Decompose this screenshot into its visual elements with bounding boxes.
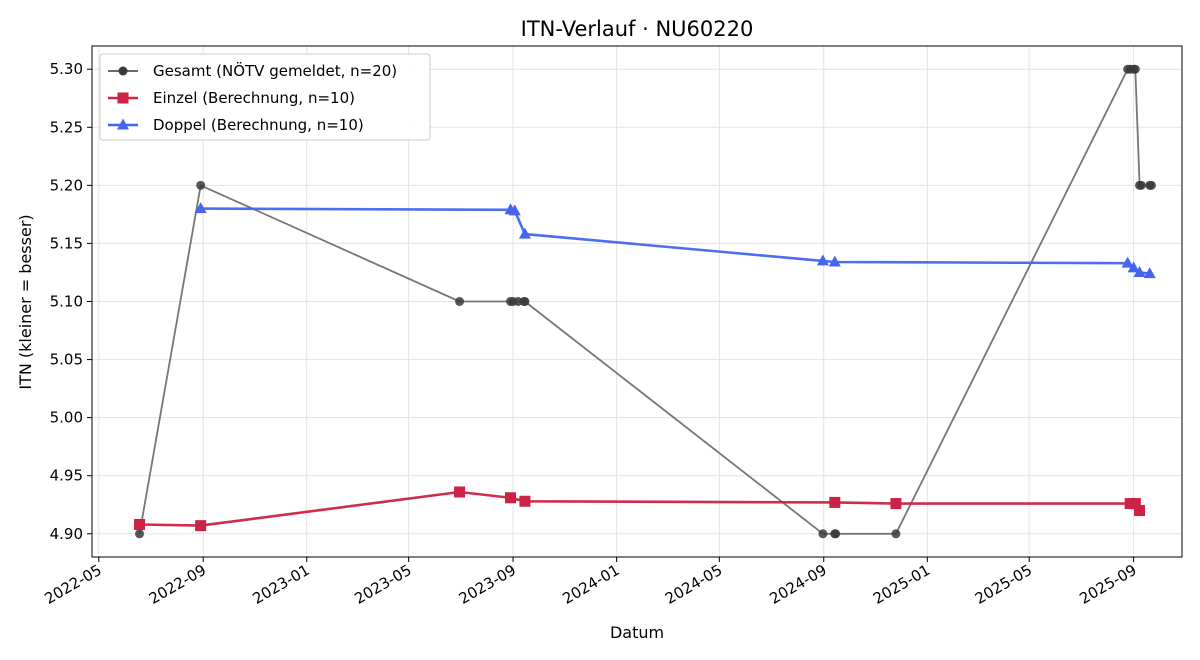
data-point: [891, 529, 901, 539]
legend-box: [99, 53, 431, 141]
data-point: [1121, 256, 1134, 268]
data-point: [829, 496, 841, 508]
series-square: [134, 486, 1146, 532]
x-tick-label: 2024-09: [766, 561, 829, 608]
x-axis-label: Datum: [610, 623, 664, 642]
y-tick-label: 5.25: [50, 118, 83, 136]
data-point: [1127, 261, 1140, 273]
x-tick-label: 2022-09: [146, 561, 209, 608]
data-point: [1130, 64, 1140, 74]
y-tick-label: 5.20: [50, 176, 83, 194]
data-point: [196, 180, 206, 190]
y-tick-label: 5.00: [50, 409, 83, 427]
chart-title: ITN-Verlauf · NU60220: [521, 17, 754, 41]
series-circle: [135, 64, 1156, 539]
series-triangle: [194, 202, 1156, 279]
legend-label: Gesamt (NÖTV gemeldet, n=20): [153, 61, 397, 80]
data-point: [455, 297, 465, 306]
x-tick-label: 2025-01: [870, 561, 933, 608]
x-tick-label: 2024-05: [662, 561, 725, 608]
series-layer: [134, 64, 1156, 539]
legend-marker: [118, 66, 128, 76]
data-point: [890, 498, 902, 510]
data-point: [816, 254, 829, 266]
legend-label: Doppel (Berechnung, n=10): [153, 116, 364, 134]
data-point: [1136, 180, 1146, 190]
data-point: [135, 529, 145, 539]
data-point: [1134, 505, 1146, 517]
plot-frame: [91, 45, 1183, 558]
y-ticks: 4.90 4.95 5.00 5.05 5.10 5.15 5.20 5.25 5.30: [50, 60, 92, 543]
x-tick-label: 2025-09: [1076, 561, 1139, 608]
data-point: [505, 492, 517, 504]
data-point: [828, 255, 841, 267]
data-point: [1143, 267, 1156, 279]
x-tick-label: 2024-01: [559, 561, 622, 608]
data-point: [1133, 265, 1146, 277]
data-point: [1129, 498, 1141, 510]
y-tick-label: 5.15: [50, 234, 83, 252]
x-tick-label: 2023-05: [351, 561, 414, 608]
y-tick-label: 5.30: [50, 60, 83, 78]
legend: Gesamt (NÖTV gemeldet, n=20) Einzel (Bere…: [99, 53, 431, 141]
data-point: [831, 529, 841, 539]
series-line: [139, 490, 1141, 527]
y-axis-label: ITN (kleiner = besser): [16, 214, 35, 389]
y-tick-label: 4.90: [50, 525, 83, 543]
x-tick-label: 2025-05: [972, 561, 1035, 608]
legend-marker: [117, 118, 129, 130]
x-tick-label: 2022-05: [42, 561, 105, 608]
y-tick-label: 5.05: [50, 351, 83, 369]
series-line: [200, 207, 1150, 275]
y-tick-label: 4.95: [50, 467, 83, 485]
data-point: [134, 518, 146, 530]
x-ticks: 2022-05 2022-09 2023-01 2023-05 2023-09 2024-…: [42, 557, 1140, 608]
data-point: [818, 529, 828, 539]
legend-label: Einzel (Berechnung, n=10): [153, 89, 355, 107]
data-point: [454, 486, 466, 498]
data-point: [194, 202, 207, 214]
data-point: [518, 227, 531, 239]
data-point: [195, 520, 207, 532]
legend-marker: [117, 92, 129, 104]
data-point: [520, 297, 530, 306]
y-tick-label: 5.10: [50, 293, 83, 311]
data-point: [519, 495, 531, 507]
data-point: [1146, 180, 1156, 190]
data-point: [508, 204, 521, 216]
x-tick-label: 2023-01: [249, 561, 312, 608]
x-tick-label: 2023-09: [456, 561, 519, 608]
